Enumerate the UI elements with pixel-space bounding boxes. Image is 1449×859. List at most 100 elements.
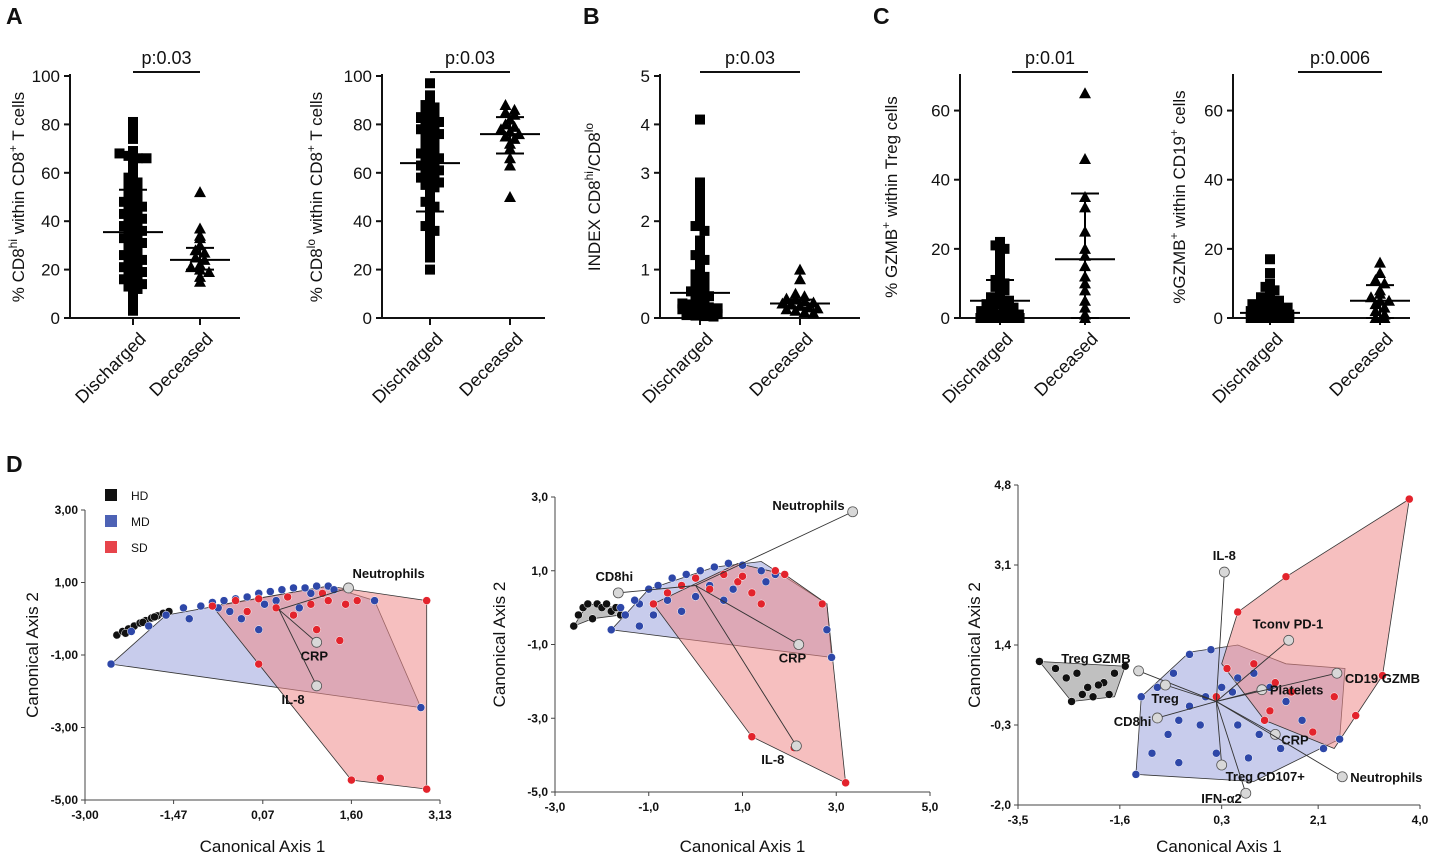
y-tick-label: -5,00 [51, 793, 79, 807]
x-tick-label: -3,5 [1008, 813, 1029, 827]
point-sd [283, 592, 292, 602]
point-sd [649, 599, 658, 609]
point-sd [335, 636, 345, 645]
point-md [1195, 720, 1205, 730]
data-point-square [690, 221, 701, 232]
data-point-triangle [1365, 291, 1377, 303]
data-point-triangle [789, 287, 802, 299]
point-md [219, 596, 229, 605]
vector-line [695, 511, 853, 586]
chart-index-cd8hi-cd8lo: 0 1 2 3 4 5 Discharged Deceased INDEX CD8hi/CD8l… [582, 48, 860, 407]
y-tick-label: 20 [353, 261, 372, 280]
data-point-triangle [194, 186, 206, 198]
x-tick-label: 0,07 [251, 808, 275, 822]
data-point-square [986, 292, 996, 303]
data-point-square [128, 116, 138, 127]
data-point-square [429, 138, 440, 149]
point-md [277, 585, 287, 594]
data-point-square [416, 124, 426, 135]
y-axis-label-part: cells [1170, 90, 1189, 129]
vector-tip [1218, 566, 1230, 578]
data-point-square [712, 303, 723, 314]
vector-label: Platelets [1270, 683, 1323, 698]
data-point-triangle [194, 275, 206, 287]
point-sd [1233, 607, 1243, 617]
panel-label-a: A [6, 3, 23, 29]
vector-label: IFN-α2 [1201, 791, 1242, 806]
vector-tip [1160, 679, 1171, 691]
vector-line [1138, 670, 1217, 702]
x-tick-label: -3,00 [71, 808, 99, 822]
data-point-triangle [203, 266, 215, 278]
vector-label: CD19 GZMB [1345, 671, 1420, 686]
data-point-square [1282, 302, 1293, 313]
vector-tip [1283, 634, 1295, 646]
data-point-square [1251, 306, 1262, 317]
data-point-square [690, 274, 701, 285]
point-hd [574, 610, 583, 620]
x-tick-label: 0,3 [1213, 813, 1230, 827]
point-hd [1088, 692, 1098, 702]
point-md [822, 625, 832, 634]
y-axis-label-part: % GZMB [882, 229, 901, 298]
vector-label: CRP [779, 651, 807, 666]
point-md [677, 607, 686, 616]
data-point-square [420, 136, 431, 147]
data-point-square [677, 298, 688, 309]
x-tick-label: -3,0 [545, 800, 566, 814]
point-sd [242, 607, 252, 616]
data-point-square [708, 311, 719, 322]
point-md [1244, 753, 1253, 763]
x-tick-label: -1,6 [1109, 813, 1130, 827]
data-point-triangle [798, 306, 811, 318]
data-point-triangle [789, 304, 802, 316]
y-axis-label-part: %GZMB [1170, 239, 1189, 303]
chart-canonical-biplot-1: -3,00 -1,47 0,07 1,60 3,13-5,00-3,00-1,001,0… [23, 489, 452, 856]
data-point-square [128, 298, 138, 309]
point-sd [323, 596, 333, 605]
point-sd [254, 594, 263, 604]
panel-label-c: C [873, 3, 890, 29]
y-tick-label: 100 [344, 67, 372, 86]
data-point-square [425, 252, 435, 263]
point-hd [588, 614, 597, 623]
vector-tip [1216, 759, 1228, 771]
data-point-square [699, 271, 710, 282]
y-tick-label: -0,3 [990, 718, 1011, 732]
data-point-square [995, 264, 1005, 275]
vector-tip [311, 680, 323, 692]
y-tick-label: 60 [931, 102, 950, 121]
y-tick-label: 20 [1204, 240, 1223, 259]
data-point-square [677, 304, 688, 315]
point-md [295, 603, 304, 613]
point-md [1228, 687, 1237, 697]
point-md [266, 587, 275, 596]
point-hd [150, 612, 159, 622]
data-point-square [995, 247, 1005, 258]
vector-tip [1331, 667, 1343, 679]
point-md [1212, 748, 1221, 758]
data-point-square [132, 182, 143, 193]
point-md [616, 603, 625, 612]
data-point-square [1256, 306, 1267, 317]
vector-line [278, 587, 349, 611]
y-axis-label-part: within Treg cells [882, 96, 901, 222]
point-md [127, 627, 136, 636]
y-tick-label: 2 [641, 212, 650, 231]
vector-tip [793, 639, 805, 650]
data-point-square [976, 306, 987, 317]
y-axis-label-part: /CD8 [585, 132, 604, 171]
x-tick-label: 2,1 [1310, 813, 1327, 827]
y-tick-label: 80 [41, 115, 60, 134]
data-point-square [999, 302, 1010, 313]
chart-canonical-biplot-3: -3,5 -1,6 0,3 2,1 4,0 -2,0 -0,3 1,4 3,1 4,8 Canoni… [965, 478, 1429, 856]
x-category-label: Discharged [938, 329, 1017, 408]
point-md [184, 614, 194, 623]
data-point-square [695, 300, 705, 311]
point-md [1163, 730, 1173, 739]
point-sd [1378, 671, 1387, 680]
data-point-square [1256, 299, 1267, 310]
point-hd [1104, 690, 1114, 699]
point-sd [780, 570, 789, 579]
point-sd [738, 572, 747, 581]
